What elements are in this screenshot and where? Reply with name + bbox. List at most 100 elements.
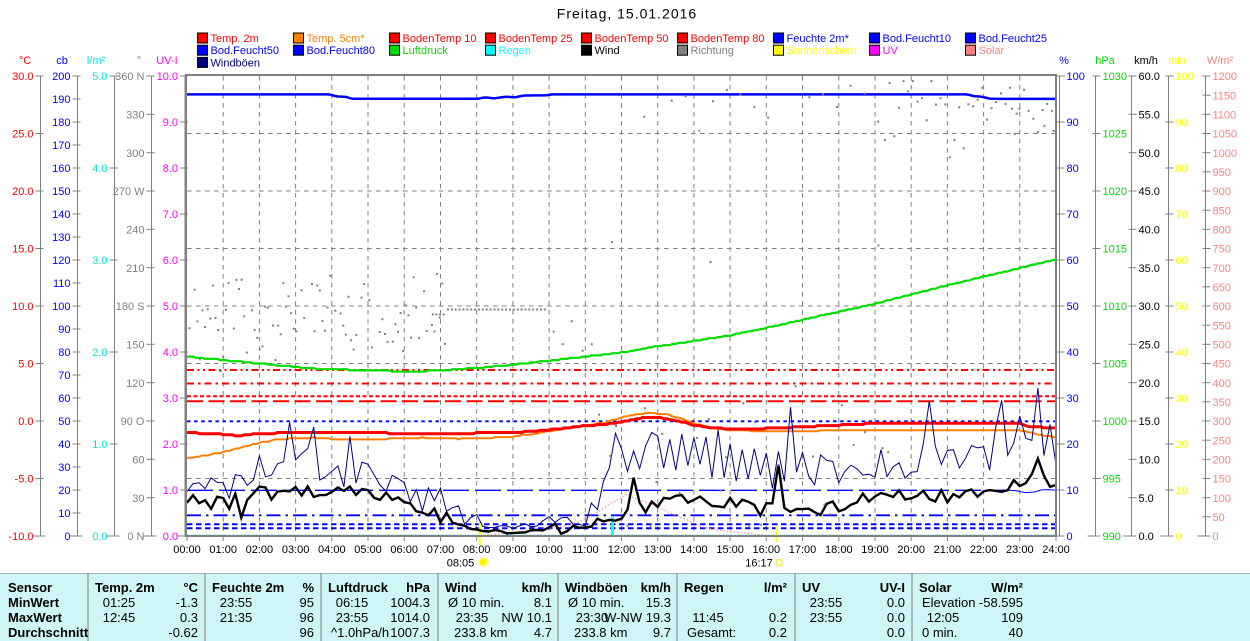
- svg-text:60: 60: [132, 455, 144, 467]
- svg-text:140: 140: [52, 209, 70, 221]
- svg-text:UV: UV: [883, 45, 899, 57]
- svg-text:Ø 10 min.: Ø 10 min.: [568, 595, 624, 610]
- svg-text:UV-I: UV-I: [880, 580, 905, 595]
- svg-text:100: 100: [1067, 71, 1085, 83]
- svg-text:109: 109: [1001, 610, 1023, 625]
- svg-text:0: 0: [64, 531, 70, 543]
- svg-text:500: 500: [1213, 340, 1231, 352]
- svg-text:150: 150: [1213, 474, 1231, 486]
- svg-text:23:30: 23:30: [576, 610, 609, 625]
- svg-text:10.0: 10.0: [1139, 455, 1160, 467]
- svg-text:50: 50: [1067, 301, 1079, 313]
- svg-text:90: 90: [58, 324, 70, 336]
- svg-text:1010: 1010: [1103, 301, 1127, 313]
- svg-text:09:00: 09:00: [499, 544, 527, 556]
- svg-text:0.3: 0.3: [180, 610, 198, 625]
- svg-text:650: 650: [1213, 282, 1231, 294]
- svg-text:l/m²: l/m²: [87, 55, 106, 67]
- svg-text:0 N: 0 N: [127, 531, 144, 543]
- svg-text:7.0: 7.0: [163, 209, 178, 221]
- svg-text:%: %: [1059, 55, 1069, 67]
- svg-text:l/m²: l/m²: [764, 580, 788, 595]
- svg-text:60.0: 60.0: [1139, 71, 1160, 83]
- svg-text:04:00: 04:00: [318, 544, 346, 556]
- svg-text:1150: 1150: [1213, 90, 1237, 102]
- svg-text:30: 30: [132, 493, 144, 505]
- svg-text:Bod.Feucht50: Bod.Feucht50: [211, 45, 280, 57]
- svg-text:96: 96: [300, 625, 314, 640]
- svg-text:UV: UV: [802, 580, 820, 595]
- svg-text:Luftdruck: Luftdruck: [328, 580, 389, 595]
- svg-text:70: 70: [1176, 209, 1188, 221]
- svg-text:18:00: 18:00: [825, 544, 853, 556]
- svg-text:90: 90: [1067, 117, 1079, 129]
- svg-text:Luftdruck: Luftdruck: [403, 45, 449, 57]
- svg-text:300: 300: [1213, 416, 1231, 428]
- svg-text:NW 10.1: NW 10.1: [501, 610, 552, 625]
- svg-text:11:00: 11:00: [572, 544, 599, 556]
- svg-text:60: 60: [1067, 255, 1079, 267]
- svg-text:03:00: 03:00: [282, 544, 310, 556]
- svg-text:21:00: 21:00: [934, 544, 962, 556]
- svg-text:96: 96: [300, 610, 314, 625]
- svg-text:2.0: 2.0: [92, 347, 107, 359]
- svg-text:0: 0: [1176, 531, 1182, 543]
- svg-text:10: 10: [58, 508, 70, 520]
- svg-text:70: 70: [1067, 209, 1079, 221]
- svg-text:3.0: 3.0: [92, 255, 107, 267]
- svg-text:20: 20: [1067, 439, 1079, 451]
- svg-text:07:00: 07:00: [427, 544, 455, 556]
- svg-text:25.0: 25.0: [12, 129, 33, 141]
- svg-text:23:35: 23:35: [456, 610, 489, 625]
- svg-text:1100: 1100: [1213, 110, 1237, 122]
- svg-text:12:45: 12:45: [103, 610, 136, 625]
- svg-text:150: 150: [126, 340, 144, 352]
- svg-text:25.0: 25.0: [1139, 340, 1160, 352]
- svg-text:14:00: 14:00: [680, 544, 708, 556]
- svg-text:BodenTemp 80: BodenTemp 80: [691, 33, 765, 45]
- svg-text:50: 50: [1176, 301, 1188, 313]
- svg-text:150: 150: [52, 186, 70, 198]
- svg-text:190: 190: [52, 94, 70, 106]
- svg-text:360 N: 360 N: [115, 71, 144, 83]
- svg-text:1020: 1020: [1103, 186, 1127, 198]
- svg-text:90: 90: [1176, 117, 1188, 129]
- svg-text:3.0: 3.0: [163, 393, 178, 405]
- svg-text:8.0: 8.0: [163, 163, 178, 175]
- svg-text:22:00: 22:00: [970, 544, 998, 556]
- svg-text:270 W: 270 W: [113, 186, 145, 198]
- svg-text:17:00: 17:00: [789, 544, 817, 556]
- svg-text:30: 30: [58, 462, 70, 474]
- svg-text:0.2: 0.2: [769, 610, 787, 625]
- svg-text:20.0: 20.0: [1139, 378, 1160, 390]
- svg-text:0.0: 0.0: [887, 625, 905, 640]
- svg-text:9.7: 9.7: [653, 625, 671, 640]
- svg-text:50: 50: [1213, 512, 1225, 524]
- svg-text:Solar: Solar: [919, 580, 952, 595]
- svg-text:0.2: 0.2: [769, 625, 787, 640]
- svg-text:23:00: 23:00: [1006, 544, 1034, 556]
- svg-text:1050: 1050: [1213, 129, 1237, 141]
- svg-text:10.0: 10.0: [157, 71, 178, 83]
- svg-text:1025: 1025: [1103, 129, 1127, 141]
- svg-text:Ø 10 min.: Ø 10 min.: [448, 595, 504, 610]
- svg-text:15:00: 15:00: [716, 544, 744, 556]
- svg-text:1000: 1000: [1213, 148, 1237, 160]
- svg-text:30: 30: [1176, 393, 1188, 405]
- svg-text:1004.3: 1004.3: [390, 595, 430, 610]
- svg-text:05:00: 05:00: [354, 544, 382, 556]
- svg-text:100: 100: [1213, 493, 1231, 505]
- svg-text:08:05: 08:05: [447, 558, 475, 570]
- svg-text:900: 900: [1213, 186, 1231, 198]
- svg-text:Wind: Wind: [445, 580, 477, 595]
- svg-text:0.0: 0.0: [1139, 531, 1154, 543]
- svg-text:16:00: 16:00: [753, 544, 781, 556]
- svg-text:40: 40: [1067, 347, 1079, 359]
- svg-text:1015: 1015: [1103, 244, 1127, 256]
- svg-text:02:00: 02:00: [246, 544, 274, 556]
- svg-text:0.0: 0.0: [887, 610, 905, 625]
- svg-text:23:55: 23:55: [810, 595, 843, 610]
- svg-text:-1.3: -1.3: [176, 595, 198, 610]
- svg-text:^1.0hPa/h: ^1.0hPa/h: [331, 625, 389, 640]
- svg-text:60: 60: [1176, 255, 1188, 267]
